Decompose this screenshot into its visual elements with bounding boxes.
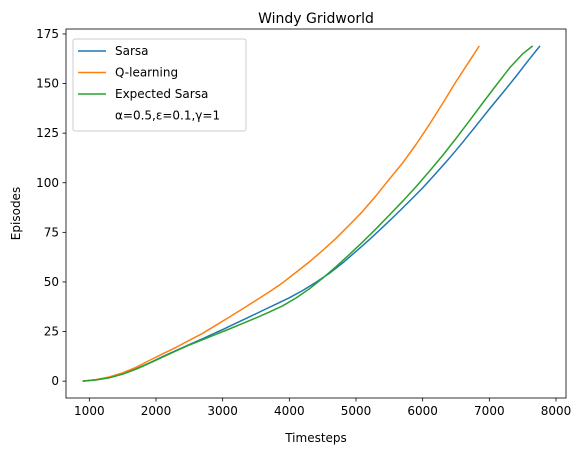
x-tick-label: 4000 — [274, 404, 305, 418]
legend-label-expected-sarsa: Expected Sarsa — [115, 87, 208, 101]
series-lines — [82, 45, 541, 382]
plot-frame — [65, 28, 567, 399]
y-tick-label: 0 — [51, 374, 59, 388]
x-axis-label: Timesteps — [284, 431, 347, 445]
legend-label-q-learning: Q-learning — [115, 66, 178, 80]
x-tick-label: 2000 — [141, 404, 172, 418]
series-line-expected-sarsa — [82, 45, 534, 382]
x-axis-ticks: 1000 2000 3000 4000 5000 6000 7000 8000 — [74, 398, 571, 418]
y-tick-label: 100 — [36, 176, 59, 190]
series-line-q-learning — [82, 45, 480, 382]
legend-note: α=0.5,ε=0.1,γ=1 — [115, 109, 220, 123]
chart-title: Windy Gridworld — [258, 11, 374, 27]
y-axis-label: Episodes — [9, 187, 23, 240]
y-tick-label: 25 — [44, 325, 59, 339]
x-tick-label: 1000 — [74, 404, 105, 418]
x-tick-label: 8000 — [541, 404, 572, 418]
x-tick-label: 3000 — [207, 404, 238, 418]
legend-label-sarsa: Sarsa — [115, 44, 149, 58]
y-tick-label: 150 — [36, 77, 59, 91]
x-tick-label: 6000 — [407, 404, 438, 418]
y-tick-label: 125 — [36, 126, 59, 140]
y-tick-label: 50 — [44, 275, 59, 289]
y-tick-label: 175 — [36, 27, 59, 41]
x-tick-label: 7000 — [474, 404, 505, 418]
legend: Sarsa Q-learning Expected Sarsa α=0.5,ε=0.1… — [72, 38, 247, 132]
y-axis-ticks: 0 25 50 75 100 125 150 175 — [36, 27, 66, 388]
plot-area — [65, 28, 567, 399]
legend-box — [72, 38, 247, 132]
x-tick-label: 5000 — [341, 404, 372, 418]
y-tick-label: 75 — [44, 225, 59, 239]
